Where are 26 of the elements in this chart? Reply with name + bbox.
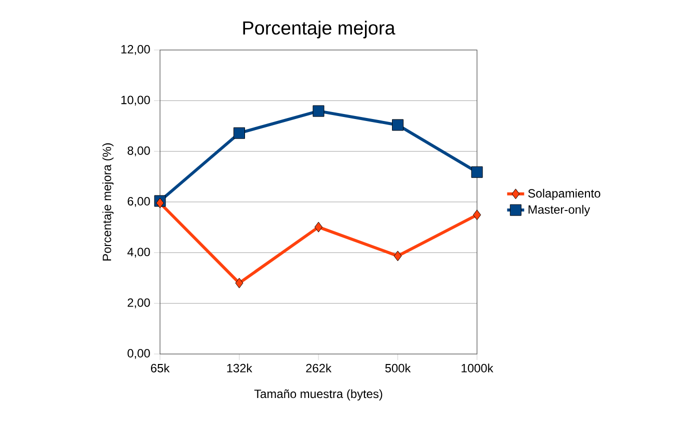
point bbox=[473, 210, 482, 220]
point bbox=[156, 198, 164, 208]
y-tick-label: 6,00 bbox=[128, 197, 150, 207]
y-tick-label: 2,00 bbox=[128, 298, 150, 308]
x-tick-label: 132k bbox=[227, 364, 252, 372]
y-tick-label: 10,00 bbox=[121, 96, 150, 106]
point bbox=[234, 127, 246, 139]
point bbox=[394, 250, 402, 262]
y-tick-label: 12,00 bbox=[121, 45, 150, 55]
x-tick-label: 65k bbox=[150, 364, 170, 372]
x-tick-label: 1000k bbox=[462, 364, 494, 372]
y-tick-label: 4,00 bbox=[127, 248, 150, 258]
x-tick-label: 262k bbox=[306, 364, 332, 372]
y-tick-label: 8,00 bbox=[128, 146, 150, 156]
point bbox=[235, 278, 244, 288]
point bbox=[314, 222, 323, 232]
y-tick-label: 0,00 bbox=[128, 349, 150, 359]
chart-title: Porcentaje mejora bbox=[243, 20, 396, 38]
y-axis-title: Porcentaje mejora (%) bbox=[102, 143, 114, 260]
x-tick-label: 500k bbox=[385, 364, 411, 372]
point bbox=[471, 166, 483, 178]
point bbox=[392, 119, 404, 131]
point bbox=[312, 105, 324, 117]
x-axis-title: Tamaño muestra (bytes) bbox=[254, 389, 382, 400]
legend-label: Solapamiento bbox=[528, 188, 600, 200]
legend-label: Master-only bbox=[528, 204, 590, 216]
